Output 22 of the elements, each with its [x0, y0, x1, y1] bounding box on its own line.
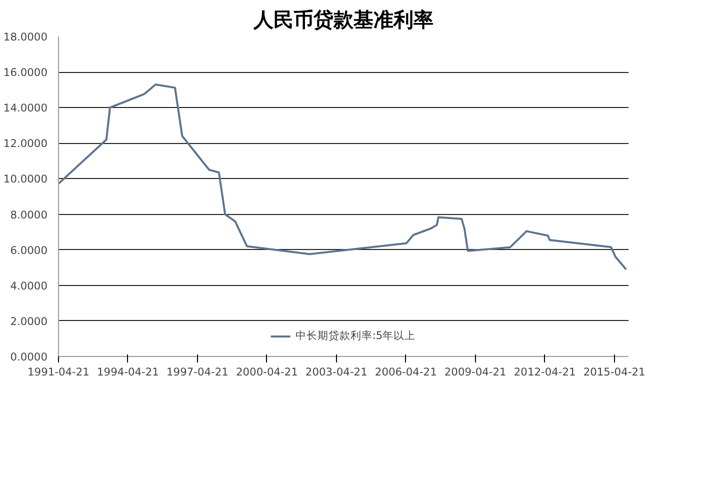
y-tick-label: 12.0000: [3, 137, 48, 150]
y-tick-label: 10.0000: [3, 172, 48, 186]
y-tick-label: 14.0000: [3, 102, 48, 115]
y-tick-label: 0.0000: [10, 350, 48, 364]
y-tick-label: 18.0000: [3, 30, 48, 44]
y-tick-label: 8.0000: [10, 208, 48, 222]
legend-label: 中长期贷款利率:5年以上: [295, 329, 416, 343]
y-tick-label: 6.0000: [10, 244, 48, 257]
line-series: [58, 84, 628, 270]
x-tick-label: 1994-04-21: [97, 366, 159, 378]
x-tick-label: 2012-04-21: [514, 366, 576, 378]
y-tick-label: 4.0000: [10, 279, 48, 292]
x-tick-label: 2015-04-21: [583, 366, 646, 378]
x-tick-label: 2006-04-21: [374, 366, 437, 378]
x-tick-label: 1997-04-21: [166, 366, 228, 378]
x-tick-label: 2009-04-21: [444, 366, 506, 378]
x-tick-label: 2003-04-21: [305, 366, 368, 378]
y-tick-label: 16.0000: [3, 66, 48, 80]
x-tick-label: 1991-04-21: [28, 366, 90, 378]
x-tick-label: 2000-04-21: [236, 366, 298, 378]
chart-title: 人民币贷款基准利率: [252, 8, 434, 32]
y-tick-label: 2.0000: [10, 314, 48, 328]
